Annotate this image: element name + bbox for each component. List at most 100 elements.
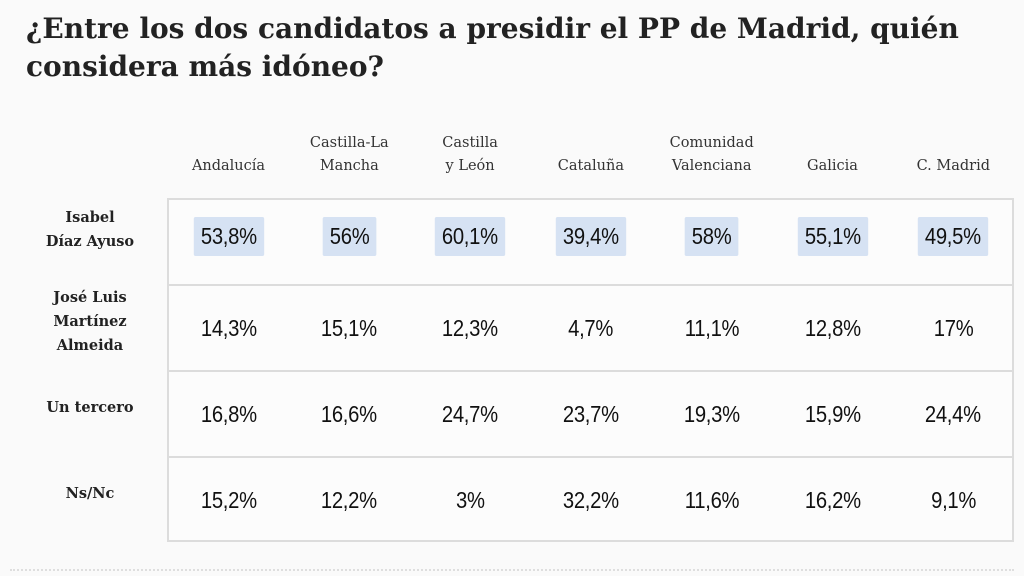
row-label: Ns/Nc bbox=[20, 451, 160, 537]
cell-value: 4,7% bbox=[568, 314, 614, 341]
cell-value: 3% bbox=[455, 486, 485, 513]
cell-value: 11,6% bbox=[684, 486, 739, 513]
row-label-line: José Luis bbox=[53, 289, 127, 306]
row-label-line: Isabel bbox=[65, 209, 115, 226]
row-label-line: Almeida bbox=[56, 337, 124, 354]
table-cell: 17% bbox=[893, 285, 1014, 371]
column-header-label: Castilla y León bbox=[442, 132, 498, 178]
cell-value: 12,8% bbox=[804, 314, 861, 341]
cell-value: 15,1% bbox=[321, 314, 378, 341]
row-label: Un tercero bbox=[20, 365, 160, 451]
cell-value: 12,3% bbox=[442, 314, 499, 341]
table-cell: 58% bbox=[651, 193, 772, 279]
table-cell: 4,7% bbox=[530, 285, 651, 371]
row-label-text: José Luis Martínez Almeida bbox=[53, 286, 126, 358]
row-label: Isabel Díaz Ayuso bbox=[20, 187, 160, 273]
table-cell: 3% bbox=[410, 457, 531, 543]
table-cell: 32,2% bbox=[530, 457, 651, 543]
table-cell: 39,4% bbox=[530, 193, 651, 279]
row-label-text: Ns/Nc bbox=[66, 482, 115, 506]
table-cell: 24,7% bbox=[410, 371, 531, 457]
column-header-label: Cataluña bbox=[558, 155, 624, 178]
dotted-divider bbox=[10, 569, 1014, 571]
row-divider bbox=[167, 284, 1014, 286]
cell-value: 14,3% bbox=[200, 314, 257, 341]
column-header-line: Cataluña bbox=[557, 158, 624, 174]
chart-title: ¿Entre los dos candidatos a presidir el … bbox=[26, 12, 959, 83]
table-cell: 15,1% bbox=[289, 285, 410, 371]
table-cell: 9,1% bbox=[893, 457, 1014, 543]
column-header-line: Castilla-La bbox=[309, 135, 389, 151]
table-cell: 15,9% bbox=[772, 371, 893, 457]
column-header-line: Comunidad bbox=[669, 135, 754, 151]
highlighted-value: 58% bbox=[684, 216, 739, 256]
column-header-line: Andalucía bbox=[191, 158, 266, 174]
row-label-line: Martínez bbox=[53, 313, 127, 330]
cell-value: 17% bbox=[933, 314, 974, 341]
cell-value: 23,7% bbox=[562, 400, 619, 427]
cell-value: 11,1% bbox=[684, 314, 739, 341]
cell-value: 9,1% bbox=[930, 486, 976, 513]
cell-value: 24,7% bbox=[442, 400, 499, 427]
table-cell: 16,6% bbox=[289, 371, 410, 457]
table-cell: 12,3% bbox=[410, 285, 531, 371]
column-header-line: y León bbox=[445, 158, 495, 174]
table-cell: 55,1% bbox=[772, 193, 893, 279]
table-cell: 19,3% bbox=[651, 371, 772, 457]
table-cell: 11,1% bbox=[651, 285, 772, 371]
highlighted-value: 49,5% bbox=[918, 216, 989, 256]
column-header-line: Valenciana bbox=[671, 158, 752, 174]
highlighted-value: 56% bbox=[322, 216, 377, 256]
highlighted-value: 53,8% bbox=[193, 216, 264, 256]
table-cell: 23,7% bbox=[530, 371, 651, 457]
cell-value: 24,4% bbox=[925, 400, 982, 427]
cell-value: 16,8% bbox=[200, 400, 257, 427]
cell-value: 15,9% bbox=[804, 400, 861, 427]
table-cell: 49,5% bbox=[893, 193, 1014, 279]
column-header-label: Galicia bbox=[807, 155, 858, 178]
row-label-line: Un tercero bbox=[46, 399, 134, 416]
column-header: Comunidad Valenciana bbox=[651, 130, 772, 178]
row-divider bbox=[167, 370, 1014, 372]
table-cell: 60,1% bbox=[410, 193, 531, 279]
row-label-line: Ns/Nc bbox=[65, 485, 115, 502]
table-cell: 12,2% bbox=[289, 457, 410, 543]
table-cell: 24,4% bbox=[893, 371, 1014, 457]
cell-value: 12,2% bbox=[321, 486, 378, 513]
table-cell: 16,2% bbox=[772, 457, 893, 543]
cell-value: 32,2% bbox=[562, 486, 619, 513]
row-label-line: Díaz Ayuso bbox=[45, 233, 135, 250]
column-header-line: C. Madrid bbox=[916, 158, 990, 174]
cell-value: 19,3% bbox=[683, 400, 740, 427]
row-label-text: Isabel Díaz Ayuso bbox=[46, 206, 134, 254]
table-cell: 16,8% bbox=[168, 371, 289, 457]
table-cell: 14,3% bbox=[168, 285, 289, 371]
table-cell: 11,6% bbox=[651, 457, 772, 543]
table-cell: 53,8% bbox=[168, 193, 289, 279]
column-header: Castilla y León bbox=[410, 130, 531, 178]
column-header-label: Comunidad Valenciana bbox=[670, 132, 754, 178]
column-header: Castilla-La Mancha bbox=[289, 130, 410, 178]
row-label: José Luis Martínez Almeida bbox=[20, 279, 160, 365]
column-header-line: Castilla bbox=[442, 135, 498, 151]
column-header-line: Galicia bbox=[807, 158, 858, 174]
highlighted-value: 39,4% bbox=[555, 216, 626, 256]
row-divider bbox=[167, 456, 1014, 458]
column-header-label: Castilla-La Mancha bbox=[310, 132, 389, 178]
table-cell: 15,2% bbox=[168, 457, 289, 543]
highlighted-value: 60,1% bbox=[435, 216, 506, 256]
column-header: Galicia bbox=[772, 130, 893, 178]
table-cell: 56% bbox=[289, 193, 410, 279]
column-header: Cataluña bbox=[530, 130, 651, 178]
column-header: Andalucía bbox=[168, 130, 289, 178]
column-header-label: Andalucía bbox=[192, 155, 265, 178]
cell-value: 16,6% bbox=[321, 400, 378, 427]
column-header: C. Madrid bbox=[893, 130, 1014, 178]
cell-value: 15,2% bbox=[200, 486, 257, 513]
highlighted-value: 55,1% bbox=[797, 216, 868, 256]
cell-value: 16,2% bbox=[804, 486, 861, 513]
column-header-line: Mancha bbox=[319, 158, 379, 174]
column-header-label: C. Madrid bbox=[917, 155, 990, 178]
row-label-text: Un tercero bbox=[46, 396, 133, 420]
table-cell: 12,8% bbox=[772, 285, 893, 371]
